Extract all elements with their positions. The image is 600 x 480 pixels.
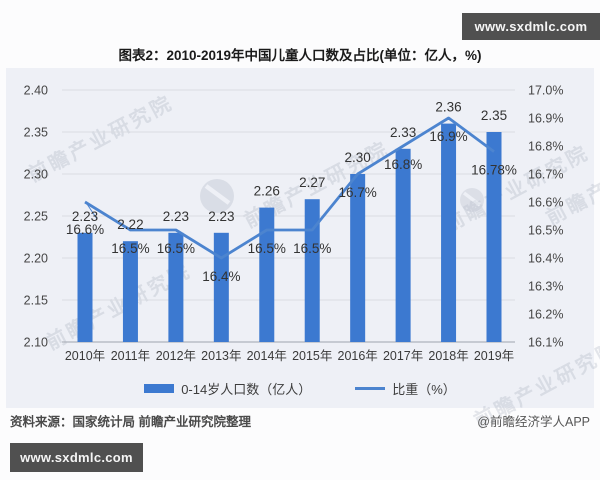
svg-text:2012年: 2012年 bbox=[156, 349, 196, 363]
line-series-swatch-icon bbox=[355, 387, 386, 390]
svg-text:16.5%: 16.5% bbox=[111, 241, 149, 256]
website-badge-top: www.sxdmlc.com bbox=[462, 13, 600, 40]
svg-text:2018年: 2018年 bbox=[428, 349, 468, 363]
svg-text:2.20: 2.20 bbox=[24, 252, 48, 266]
svg-text:2.30: 2.30 bbox=[24, 168, 48, 182]
credit-text: @前瞻经济学人APP bbox=[477, 415, 590, 429]
svg-text:16.6%: 16.6% bbox=[66, 222, 104, 237]
svg-text:16.5%: 16.5% bbox=[248, 241, 286, 256]
svg-text:2.25: 2.25 bbox=[24, 210, 48, 224]
chart-legend: 0-14岁人口数（亿人） 比重（%） bbox=[0, 379, 600, 398]
bar-series-label: 0-14岁人口数（亿人） bbox=[181, 382, 312, 397]
svg-text:2.23: 2.23 bbox=[208, 209, 234, 224]
svg-text:2015年: 2015年 bbox=[292, 349, 332, 363]
website-badge-top-text: www.sxdmlc.com bbox=[474, 19, 588, 34]
svg-text:16.78%: 16.78% bbox=[471, 163, 517, 178]
svg-text:2.30: 2.30 bbox=[345, 150, 371, 165]
svg-text:16.5%: 16.5% bbox=[528, 224, 563, 238]
line-series-label: 比重（%） bbox=[392, 382, 456, 397]
svg-text:16.9%: 16.9% bbox=[429, 129, 467, 144]
data-source-text: 资料来源：国家统计局 前瞻产业研究院整理 bbox=[10, 415, 251, 429]
svg-text:2019年: 2019年 bbox=[474, 349, 514, 363]
svg-text:16.8%: 16.8% bbox=[384, 157, 422, 172]
svg-text:2.36: 2.36 bbox=[435, 100, 461, 115]
svg-text:2.23: 2.23 bbox=[163, 209, 189, 224]
svg-text:2.27: 2.27 bbox=[299, 175, 325, 190]
svg-text:2.40: 2.40 bbox=[24, 84, 48, 98]
chart-title: 图表2：2010-2019年中国儿童人口数及占比(单位：亿人，%) bbox=[118, 48, 482, 63]
svg-text:2.26: 2.26 bbox=[254, 184, 280, 199]
svg-text:16.4%: 16.4% bbox=[202, 269, 240, 284]
website-badge-bottom: www.sxdmlc.com bbox=[10, 443, 143, 472]
svg-text:16.1%: 16.1% bbox=[528, 336, 563, 350]
svg-text:16.7%: 16.7% bbox=[528, 168, 563, 182]
svg-text:16.5%: 16.5% bbox=[293, 241, 331, 256]
svg-text:2011年: 2011年 bbox=[111, 349, 150, 363]
svg-text:16.6%: 16.6% bbox=[528, 196, 563, 210]
svg-text:2014年: 2014年 bbox=[247, 349, 287, 363]
chart-footer: 资料来源：国家统计局 前瞻产业研究院整理 @前瞻经济学人APP bbox=[10, 411, 590, 430]
svg-text:16.3%: 16.3% bbox=[528, 280, 563, 294]
svg-text:2.35: 2.35 bbox=[481, 108, 507, 123]
svg-text:2.33: 2.33 bbox=[390, 125, 416, 140]
svg-text:2013年: 2013年 bbox=[201, 349, 241, 363]
svg-text:2.35: 2.35 bbox=[24, 126, 48, 140]
svg-text:17.0%: 17.0% bbox=[528, 84, 563, 98]
svg-text:16.5%: 16.5% bbox=[157, 241, 195, 256]
legend-item-bar-series: 0-14岁人口数（亿人） bbox=[144, 379, 311, 398]
bar-series-swatch-icon bbox=[144, 384, 175, 393]
svg-text:2016年: 2016年 bbox=[338, 349, 378, 363]
svg-text:2.15: 2.15 bbox=[24, 294, 48, 308]
svg-text:16.9%: 16.9% bbox=[528, 112, 563, 126]
svg-text:2.23: 2.23 bbox=[72, 209, 98, 224]
svg-text:16.7%: 16.7% bbox=[339, 185, 377, 200]
svg-text:16.4%: 16.4% bbox=[528, 252, 563, 266]
legend-item-line-series: 比重（%） bbox=[355, 379, 456, 398]
svg-text:2.10: 2.10 bbox=[24, 336, 48, 350]
svg-text:2017年: 2017年 bbox=[383, 349, 423, 363]
website-badge-bottom-text: www.sxdmlc.com bbox=[20, 450, 133, 465]
svg-text:16.2%: 16.2% bbox=[528, 308, 563, 322]
svg-text:2010年: 2010年 bbox=[65, 349, 105, 363]
svg-text:16.8%: 16.8% bbox=[528, 140, 563, 154]
svg-text:2.22: 2.22 bbox=[117, 217, 143, 232]
